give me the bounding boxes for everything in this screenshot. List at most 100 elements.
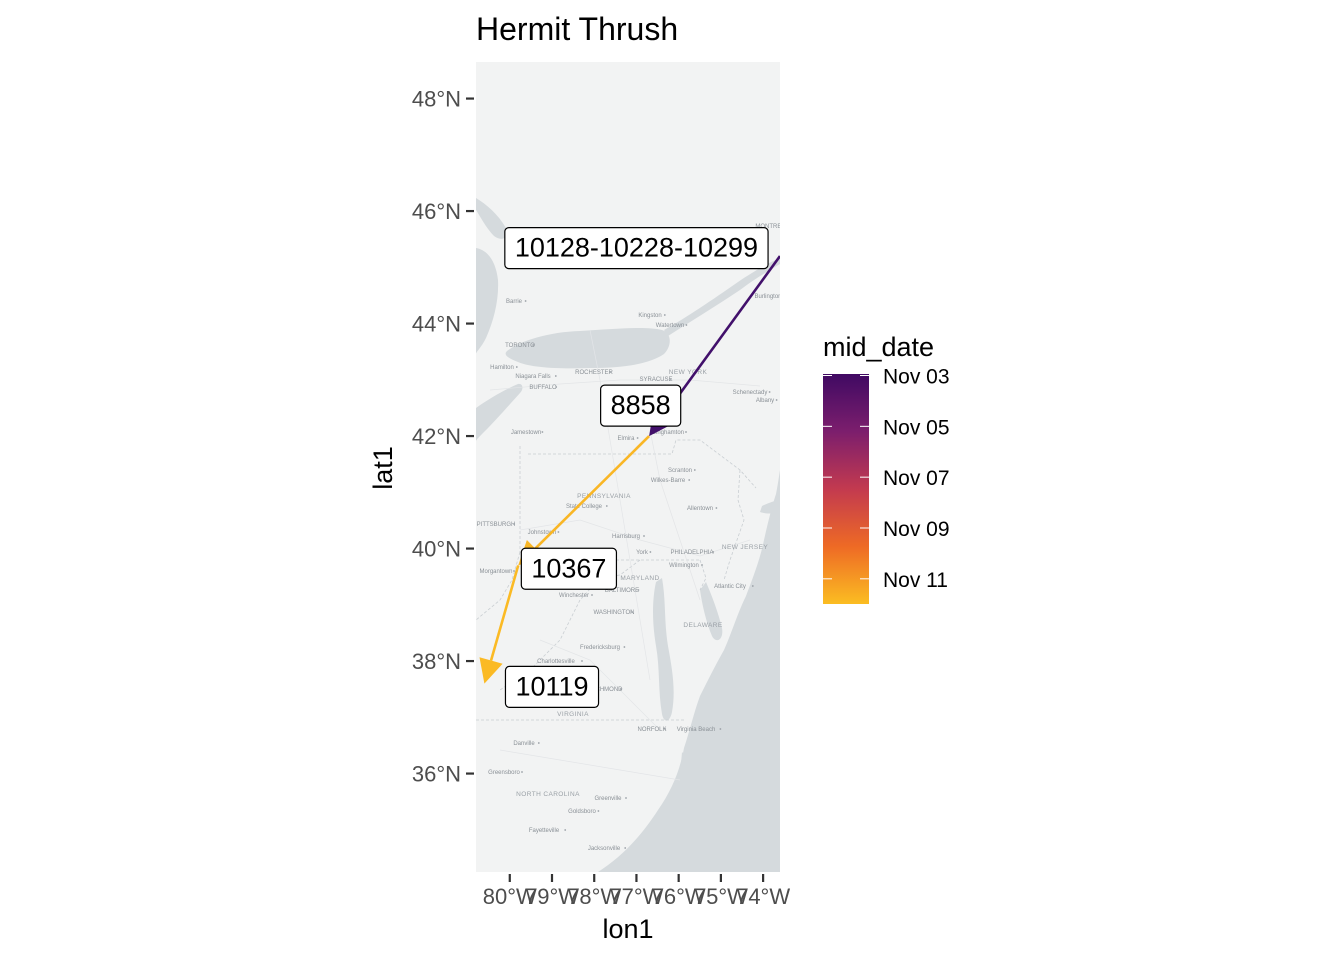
city-label: State College [566,504,603,510]
city-dot [581,660,583,662]
city-dot [515,366,518,368]
city-dot [557,531,560,533]
city-dot [693,469,696,471]
city-label: Scranton [668,468,692,474]
city-label: Greensboro [488,770,520,776]
city-label: Jacksonville [588,846,621,852]
city-label: Kingston [638,313,661,319]
city-label: Goldsboro [568,809,596,815]
city-dot [785,295,787,297]
track-label: 10119 [504,665,600,708]
legend-label: Nov 07 [883,467,950,490]
city-dot [521,771,523,773]
city-label: ROCHESTER [575,370,613,376]
legend-label: Nov 09 [883,518,950,541]
city-dot [605,505,608,507]
label-box [600,384,682,427]
label-text: 10119 [515,671,588,701]
city-label: Wilkes-Barre [651,478,686,484]
state-label: MARYLAND [620,575,659,582]
city-dot [637,589,640,591]
state-label: DELAWARE [683,622,722,629]
water-lake-erie [476,383,523,441]
city-label: Harrisburg [612,534,640,540]
city-dot [715,507,718,509]
city-dot [537,742,540,744]
legend-ticks: Nov 03 Nov 05 Nov 07 Nov 09 Nov 11 [823,366,950,592]
y-tick-label: 46°N [412,199,461,224]
city-label: Fayetteville [529,828,560,834]
city-label: Virginia Beach [677,727,716,733]
track-line [662,255,780,418]
city-label: Jamestown [511,430,541,436]
city-label: Wilmington [669,563,699,569]
city-label: Barrie [506,299,523,305]
basemap-labels: NEW YORK PENNSYLVANIA MARYLAND NEW JERSEY DE… [477,224,787,852]
y-tick-label: 40°N [412,537,461,562]
city-label: Charlottesville [537,659,575,665]
city-dot [631,611,633,613]
city-label: Hamilton [490,365,514,371]
city-dot [663,314,666,316]
city-dot [636,437,639,439]
city-dot [591,594,593,596]
x-tick-label: 74°W [736,884,790,909]
city-label: TORONTO [505,343,535,349]
city-label: Watertown [656,323,684,329]
city-dot [719,728,722,730]
city-label: BALTIMORE [605,588,639,594]
city-dot [555,386,558,388]
city-label: NORFOLK [637,727,666,733]
water-delaware-bay [700,582,723,641]
city-dot [768,391,771,393]
y-tick-label: 42°N [412,424,461,449]
city-label: Greenville [594,796,622,802]
city-label: SYRACUSE [639,377,672,383]
track-line [489,565,520,661]
chart-title: Hermit Thrush [476,11,678,47]
y-axis-title: lat1 [368,446,398,490]
state-label: NORTH CAROLINA [516,791,580,798]
water-albemarle-sound [660,752,692,830]
city-dot [541,431,544,433]
city-label: BUFFALO [529,385,557,391]
city-dot [609,371,612,373]
city-label: Johnstown [528,530,557,536]
water-atlantic-ocean [598,470,780,872]
city-label: Schenectady [733,390,768,396]
city-label: Danville [513,741,535,747]
city-label: Niagara Falls [515,374,550,380]
city-dot [597,810,600,812]
track-label: 8858 [600,384,682,427]
city-dot [649,551,652,553]
track-label: 10128-10228-10299 [504,227,769,270]
x-axis-title: lon1 [602,914,653,944]
city-dot [624,847,627,849]
legend-colorbar [823,374,869,604]
city-dot [625,797,627,799]
x-axis: 80°W79°W78°W77°W76°W75°W74°W [483,874,790,909]
map-panel: NEW YORK PENNSYLVANIA MARYLAND NEW JERSEY DE… [476,62,787,872]
y-tick-label: 48°N [412,87,461,112]
city-label: Fredericksburg [580,645,620,651]
city-label: WASHINGTON [593,610,634,616]
state-label: PENNSYLVANIA [577,493,631,500]
x-tick-label: 80°W [483,884,537,909]
track-line [534,435,651,550]
city-dot [619,688,622,690]
city-dot [513,570,515,572]
city-label: Albany [756,398,774,404]
label-box [504,665,600,708]
water-lake-ontario [505,328,670,369]
water-st-lawrence [664,258,780,336]
water-chesapeake-bay [653,578,674,721]
legend-label: Nov 05 [883,416,950,439]
city-label: Winchester [559,593,589,599]
y-tick-label: 44°N [412,312,461,337]
city-label: Burlington [754,294,781,300]
label-box [520,547,618,590]
color-legend: mid_date Nov 03 Nov 05 Nov 07 Nov 09 Nov 11 [823,332,950,604]
city-label: Elmira [617,436,635,442]
city-label: Morgantown [479,569,512,575]
